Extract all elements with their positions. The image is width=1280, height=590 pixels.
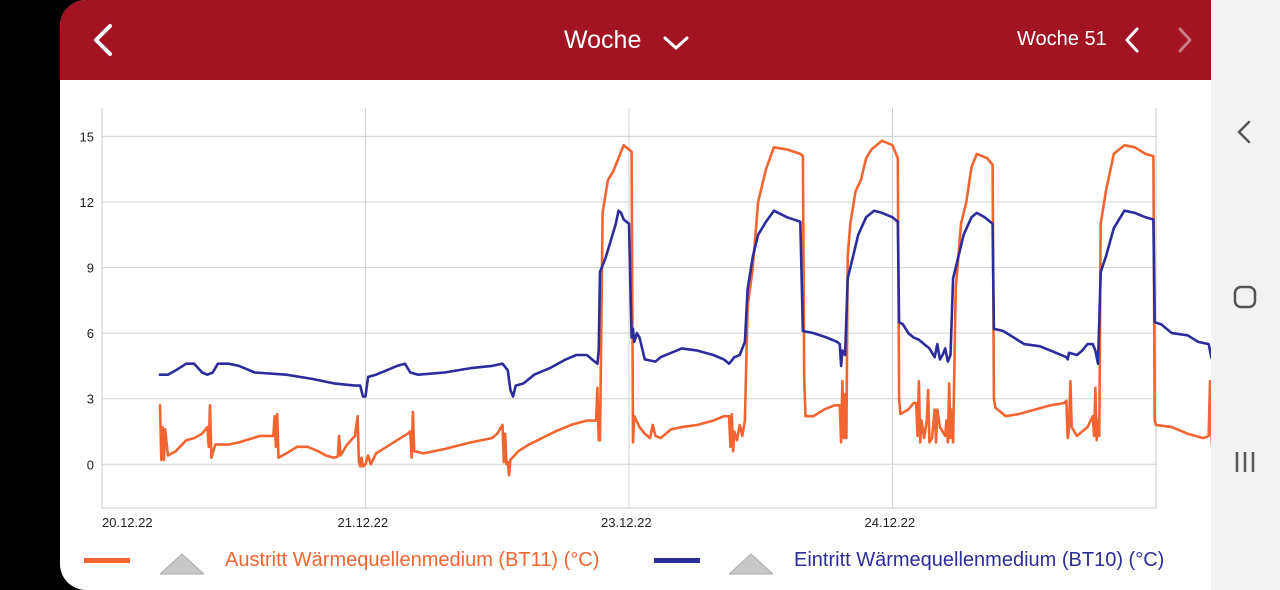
previous-week-button[interactable] [1119,24,1147,56]
nav-recents-icon [1235,452,1255,472]
legend-swatch-bt11 [84,558,130,563]
series-line-bt11 [158,139,1211,477]
x-tick-label: 21.12.22 [338,515,389,530]
y-tick-label: 6 [87,326,94,341]
chevron-left-icon [94,24,112,56]
top-bar: Woche Woche 51 [60,0,1211,80]
mountain-icon[interactable] [160,550,204,576]
system-home-button[interactable] [1229,281,1261,313]
y-axis-ticks: 15 12 9 6 3 0 [80,129,94,472]
nav-back-icon [1237,120,1251,144]
legend-label-bt11[interactable]: Austritt Wärmequellenmedium (BT11) (°C) [225,549,600,571]
back-button[interactable] [82,18,126,62]
y-tick-label: 9 [87,261,94,276]
chart-legend: Austritt Wärmequellenmedium (BT11) (°C) … [60,540,1211,584]
y-tick-label: 15 [80,129,94,144]
week-label: Woche 51 [1017,28,1107,50]
chevron-left-icon [1125,27,1139,53]
x-tick-label: 24.12.22 [865,515,916,530]
x-tick-label: 20.12.22 [102,515,153,530]
system-back-button[interactable] [1229,116,1261,148]
x-tick-label: 23.12.22 [601,515,652,530]
y-tick-label: 3 [87,392,94,407]
system-navigation-bar [1211,0,1280,590]
y-tick-label: 0 [87,457,94,472]
next-week-button[interactable] [1172,24,1200,56]
legend-swatch-bt10 [654,558,700,563]
nav-home-icon [1233,285,1257,309]
chevron-right-icon [1178,27,1192,53]
chart-grid [101,108,1157,509]
app-screen: Woche Woche 51 15 12 9 6 3 0 20.12.22 21.12.22… [60,0,1211,590]
mountain-icon[interactable] [729,550,773,576]
y-tick-label: 12 [80,195,94,210]
system-recents-button[interactable] [1229,446,1261,478]
chevron-down-icon [663,36,689,50]
chart-series [158,139,1211,477]
legend-label-bt10[interactable]: Eintritt Wärmequellenmedium (BT10) (°C) [794,549,1165,571]
temperature-chart: 15 12 9 6 3 0 20.12.22 21.12.22 23.12.22 24.12.2… [80,108,1211,530]
page-title: Woche [564,25,642,54]
series-line-bt10 [158,209,1211,398]
period-selector[interactable]: Woche [564,20,689,60]
x-axis-ticks: 20.12.22 21.12.22 23.12.22 24.12.22 [102,515,915,530]
